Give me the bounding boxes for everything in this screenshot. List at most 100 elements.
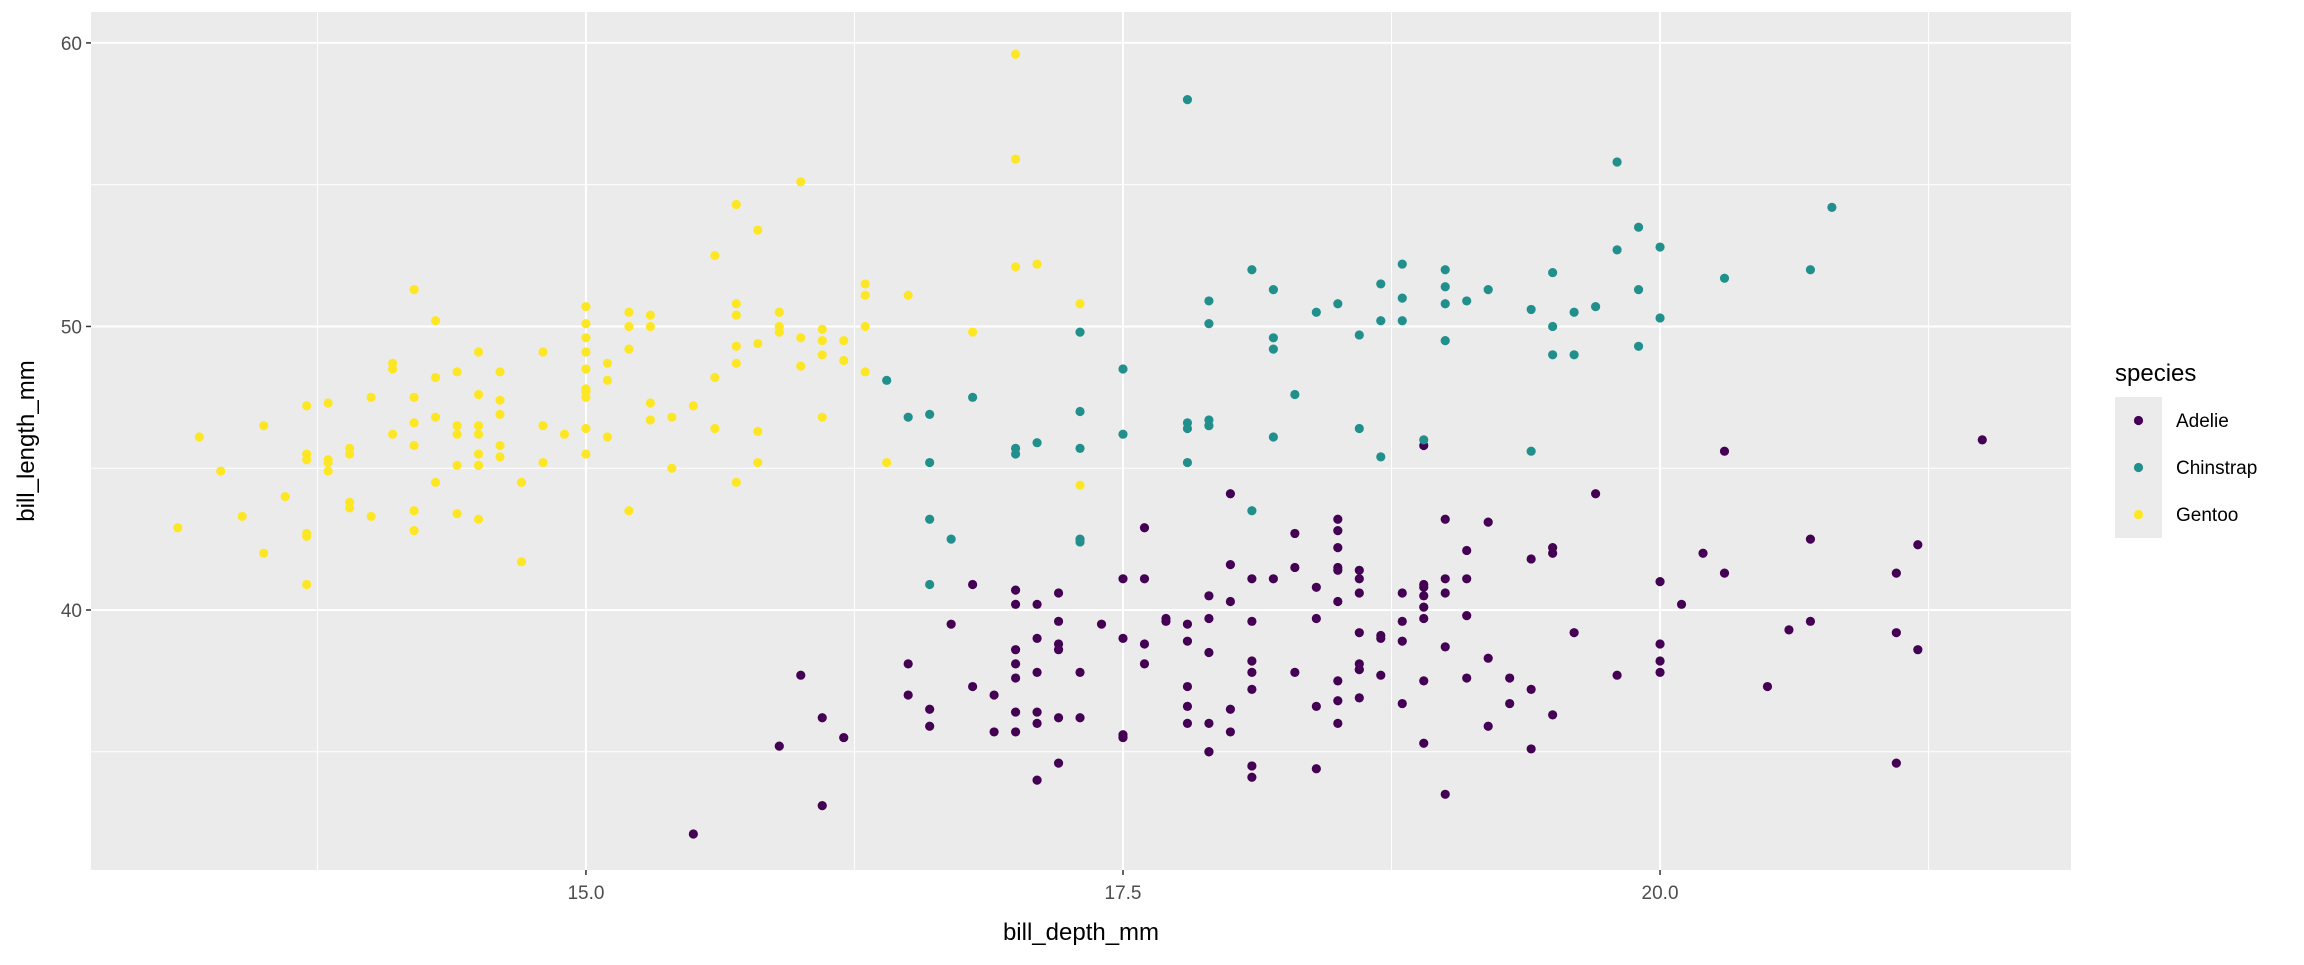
data-point-chinstrap (1290, 389, 1300, 400)
data-point-adelie (1053, 588, 1064, 598)
data-point-gentoo (602, 358, 613, 368)
data-point-gentoo (860, 367, 870, 377)
data-point-gentoo (173, 523, 183, 533)
legend-title: species (2115, 360, 2196, 387)
data-point-chinstrap (1569, 307, 1579, 317)
data-point-adelie (1247, 616, 1257, 626)
data-point-gentoo (452, 429, 462, 439)
data-point-adelie (1247, 656, 1257, 666)
legend-key-point (2133, 462, 2144, 473)
data-point-adelie (1419, 738, 1429, 748)
data-point-gentoo (388, 429, 398, 439)
data-point-adelie (1440, 789, 1450, 799)
data-point-adelie (1526, 684, 1536, 694)
data-point-chinstrap (1526, 304, 1536, 315)
data-point-adelie (1139, 523, 1150, 533)
data-point-adelie (1505, 673, 1515, 683)
y-tick-label: 50 (61, 317, 82, 338)
data-point-adelie (1333, 525, 1343, 536)
data-point-adelie (817, 801, 827, 811)
data-point-gentoo (839, 336, 849, 346)
data-point-adelie (1010, 659, 1021, 669)
data-point-gentoo (903, 290, 913, 300)
data-point-adelie (1462, 545, 1472, 556)
legend-item-gentoo: Gentoo (2115, 491, 2238, 538)
data-point-adelie (1247, 667, 1257, 677)
data-point-adelie (1440, 574, 1450, 584)
data-point-adelie (1290, 667, 1300, 677)
data-point-gentoo (495, 452, 505, 462)
data-point-adelie (1440, 514, 1450, 524)
data-point-chinstrap (1118, 429, 1128, 439)
data-point-adelie (796, 670, 806, 680)
data-point-adelie (1118, 574, 1128, 584)
data-point-chinstrap (1462, 296, 1472, 306)
data-point-adelie (1247, 772, 1257, 782)
data-point-gentoo (430, 372, 441, 383)
data-point-gentoo (259, 421, 269, 431)
data-point-adelie (1010, 673, 1021, 683)
data-point-gentoo (645, 415, 655, 425)
data-point-gentoo (774, 327, 784, 337)
data-point-adelie (1311, 613, 1321, 624)
data-point-adelie (1376, 633, 1386, 643)
data-point-gentoo (323, 398, 333, 408)
data-point-gentoo (302, 579, 312, 590)
data-point-adelie (1526, 554, 1536, 564)
data-point-adelie (1247, 761, 1257, 771)
data-point-adelie (1075, 667, 1085, 677)
data-point-chinstrap (1548, 267, 1558, 278)
data-point-gentoo (774, 307, 784, 317)
data-point-gentoo (731, 199, 741, 210)
data-point-gentoo (473, 460, 484, 470)
data-point-gentoo (302, 528, 312, 539)
data-point-gentoo (409, 440, 419, 451)
data-point-chinstrap (1719, 273, 1730, 283)
data-point-gentoo (1075, 299, 1085, 309)
data-point-chinstrap (1548, 321, 1558, 332)
data-point-adelie (1204, 747, 1214, 757)
data-point-adelie (1139, 574, 1150, 584)
data-point-adelie (1333, 676, 1343, 686)
data-point-adelie (1182, 681, 1193, 692)
data-point-gentoo (581, 392, 591, 402)
data-point-gentoo (559, 429, 570, 439)
data-point-gentoo (473, 514, 484, 524)
data-point-chinstrap (1397, 293, 1407, 303)
data-point-gentoo (1075, 480, 1085, 490)
data-point-chinstrap (1032, 438, 1042, 448)
data-point-chinstrap (1204, 296, 1214, 306)
data-point-adelie (968, 579, 978, 590)
data-point-chinstrap (1526, 446, 1536, 456)
data-point-chinstrap (882, 375, 892, 385)
data-points (173, 49, 1987, 839)
data-point-gentoo (345, 443, 355, 453)
data-point-chinstrap (1268, 333, 1278, 343)
legend: species Adelie Chinstrap Gentoo (2115, 360, 2257, 538)
data-point-gentoo (409, 525, 419, 536)
data-point-chinstrap (1633, 222, 1644, 232)
data-point-adelie (1805, 534, 1816, 544)
data-point-adelie (903, 659, 913, 669)
data-point-chinstrap (1440, 282, 1450, 292)
data-point-adelie (1419, 602, 1429, 612)
data-point-gentoo (882, 457, 892, 468)
data-point-adelie (1053, 758, 1064, 768)
data-point-adelie (1290, 528, 1300, 539)
data-point-gentoo (581, 423, 591, 434)
data-point-gentoo (581, 347, 591, 357)
x-tick-label: 15.0 (567, 883, 604, 904)
data-point-gentoo (452, 421, 462, 431)
data-point-adelie (1440, 642, 1450, 652)
data-point-gentoo (366, 392, 376, 402)
data-point-adelie (1462, 611, 1472, 621)
data-point-gentoo (796, 361, 806, 371)
data-point-gentoo (581, 333, 591, 343)
data-point-gentoo (302, 455, 312, 465)
data-point-gentoo (516, 557, 527, 567)
data-point-gentoo (495, 395, 505, 405)
data-point-adelie (839, 732, 849, 743)
data-point-adelie (1354, 628, 1364, 638)
data-point-gentoo (753, 426, 763, 436)
